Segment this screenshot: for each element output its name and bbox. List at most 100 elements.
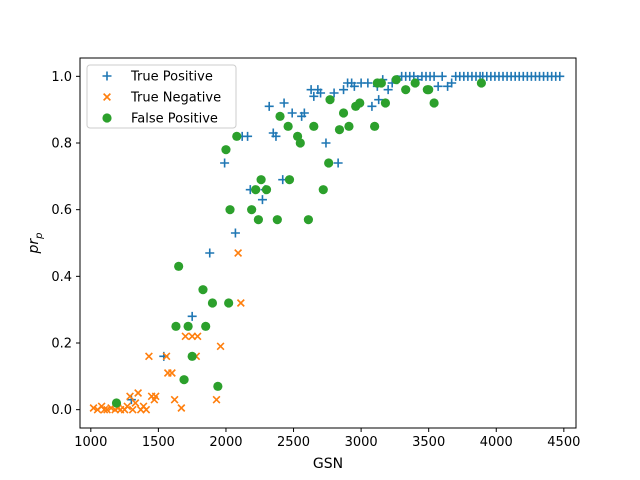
true-positive-point (349, 81, 359, 91)
true-positive-point (230, 228, 240, 238)
y-tick-label: 0.4 (51, 270, 72, 285)
true-negative-point (151, 392, 160, 401)
x-tick-label: 1500 (142, 435, 175, 450)
true-positive-point (333, 158, 343, 168)
true-negative-point (170, 395, 179, 404)
true-positive-point (433, 81, 443, 91)
legend-label-true-negative: True Negative (130, 91, 221, 106)
false-positive-point (391, 75, 401, 85)
plot-frame (79, 57, 577, 429)
true-negative-point (100, 405, 109, 414)
false-positive-point (187, 351, 197, 361)
true-positive-point (329, 88, 339, 98)
true-negative-point (123, 402, 132, 411)
true-negative-point (167, 369, 176, 377)
true-positive-point (383, 85, 393, 95)
false-positive-point (179, 375, 189, 385)
false-positive-point (272, 215, 282, 225)
x-axis: 1000 1500 2000 2500 3000 3500 4000 4500 (74, 428, 580, 450)
legend-marker-false-positive (102, 113, 112, 123)
legend-marker-true-negative (103, 93, 111, 101)
false-positive-point (344, 121, 354, 131)
false-positive-point (429, 98, 439, 108)
false-positive-point (318, 185, 328, 195)
true-positive-point (205, 248, 215, 258)
true-negative-point (142, 405, 151, 414)
true-negative-point (181, 332, 190, 341)
y-tick-label: 1.0 (51, 70, 72, 85)
true-positive-point (363, 78, 373, 88)
true-positive-point (243, 131, 253, 141)
true-positive-point (271, 131, 281, 141)
true-positive-point (309, 91, 319, 101)
y-tick-label: 0.0 (51, 403, 72, 418)
true-negative-point (131, 399, 140, 407)
x-tick-label: 4000 (480, 435, 513, 450)
false-positive-point (256, 175, 266, 185)
false-positive-point (198, 285, 208, 295)
y-tick-label: 0.6 (51, 203, 72, 218)
true-negative-point (193, 332, 202, 341)
false-positive-point (247, 205, 257, 215)
false-positive-point (224, 298, 234, 308)
true-negative-point (162, 352, 171, 361)
false-positive-point (225, 205, 235, 215)
x-tick-label: 3000 (345, 435, 378, 450)
true-positive-point (264, 101, 274, 111)
true-positive-point (437, 71, 447, 81)
false-positive-point (401, 85, 411, 95)
true-negative-point (128, 405, 137, 414)
legend-frame (86, 64, 237, 129)
true-negative-point (89, 404, 98, 412)
false-positive-point (221, 145, 231, 155)
true-negative-point (216, 342, 225, 351)
true-positive-point (220, 158, 230, 168)
true-negative-point (177, 404, 186, 412)
true-positive-point (339, 85, 349, 95)
legend: True Positive True Negative False Positive (86, 64, 237, 129)
true-positive-point (257, 195, 267, 205)
true-positive-point (279, 98, 289, 108)
true-positive-point (367, 101, 377, 111)
true-positive-point (321, 138, 331, 148)
false-positive-point (476, 78, 486, 88)
true-negative-point (212, 395, 221, 404)
false-positive-point (284, 175, 295, 185)
false-positive-point (309, 121, 319, 131)
x-tick-label: 4500 (547, 435, 580, 450)
false-positive-point (275, 111, 285, 121)
x-tick-label: 3500 (412, 435, 445, 450)
true-negative-point (134, 389, 143, 397)
x-tick-label: 1000 (74, 435, 107, 450)
true-negative-point (144, 352, 153, 361)
false-positive-point (303, 215, 314, 225)
x-tick-label: 2000 (209, 435, 242, 450)
legend-label-false-positive: False Positive (131, 112, 218, 127)
legend-marker-true-positive (102, 71, 112, 81)
false-positive-point (174, 261, 184, 271)
y-axis-label-main: pr (26, 238, 42, 255)
false-positive-point (324, 158, 334, 168)
x-axis-label: GSN (313, 456, 343, 472)
false-positive-point (380, 98, 391, 108)
false-positive-point (325, 95, 335, 105)
true-negative-point (103, 405, 111, 414)
false-positive-point (283, 121, 293, 131)
false-positive-point (111, 398, 122, 408)
true-positive-point (316, 88, 326, 98)
true-positive-point (374, 95, 384, 105)
true-negative-point (126, 392, 134, 401)
true-negative-point (236, 299, 245, 307)
false-positive-point (183, 321, 193, 331)
true-positive-point (287, 108, 297, 118)
true-positive-point (429, 71, 439, 81)
false-positive-point (338, 108, 349, 118)
x-tick-label: 2500 (277, 435, 310, 450)
true-positive-point (447, 78, 457, 88)
y-axis: 0.0 0.2 0.4 0.6 0.8 1.0 (51, 70, 80, 418)
false-positive-point (171, 321, 181, 331)
false-positive-point (334, 125, 345, 135)
false-positive-point (424, 85, 434, 95)
false-positive-point (355, 98, 365, 108)
